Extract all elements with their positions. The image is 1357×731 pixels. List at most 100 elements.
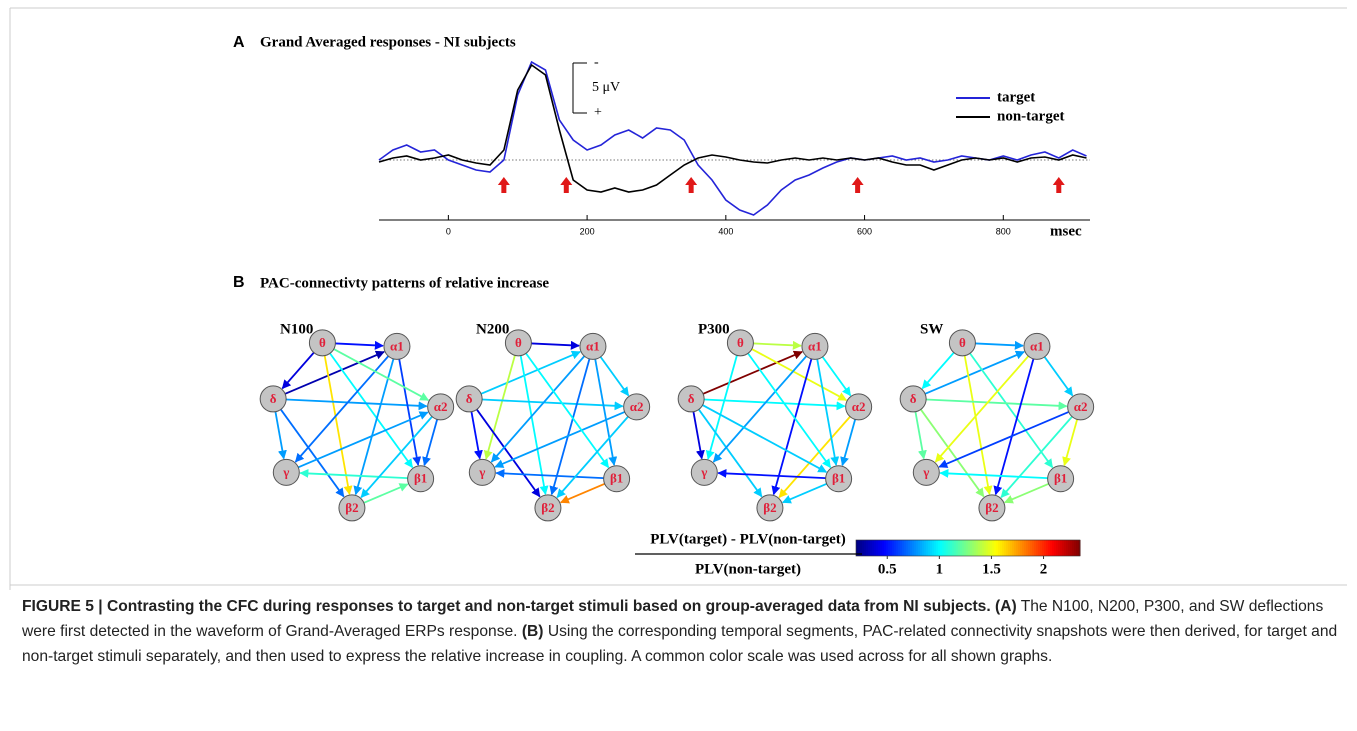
colorbar-cell [1018,540,1021,556]
colorbar-cell [1022,540,1025,556]
node-label: α2 [852,399,866,414]
connectivity-edge [281,352,315,390]
graph-node [603,465,631,493]
colorbar-cell [1008,540,1011,556]
graph-node [726,329,754,357]
graph-node [407,465,435,493]
colorbar-cell [960,540,963,556]
connectivity-edge [975,340,1024,350]
node-label: γ [282,464,289,479]
node-label: θ [959,335,966,350]
node-label: θ [319,335,326,350]
caption: FIGURE 5 | Contrasting the CFC during re… [22,594,1340,669]
graph-node [579,332,607,360]
colorbar-cell [880,540,883,556]
connectivity-edge [778,416,851,499]
connectivity-edge [286,398,428,411]
colorbar-cell [886,540,889,556]
colorbar-cell [1028,540,1031,556]
connectivity-edge [323,355,353,496]
colorbar-cell [998,540,1001,556]
node-label: β1 [414,471,427,486]
colorbar-cell [892,540,895,556]
connectivity-edge [422,419,439,467]
colorbar-cell [962,540,965,556]
colorbar-label-numerator: PLV(target) - PLV(non-target) [650,531,846,547]
connectivity-edge [333,348,430,401]
connectivity-edge [781,482,828,504]
x-tick-label: 600 [857,226,872,236]
event-arrow [1052,177,1065,193]
colorbar-cell [944,540,947,556]
connectivity-edge [1003,482,1050,504]
colorbar-cell [964,540,967,556]
node-label: β2 [345,500,358,515]
node-label: θ [737,335,744,350]
event-arrow [685,177,698,193]
node-label: α1 [808,338,822,353]
colorbar-cell [918,540,921,556]
graph-node [534,494,562,522]
colorbar-cell [878,540,881,556]
colorbar-cell [876,540,879,556]
colorbar-cell [1078,540,1081,556]
colorbar-cell [1054,540,1057,556]
graph-title: P300 [698,321,730,337]
connectivity-edge [353,358,395,496]
colorbar-cell [926,540,929,556]
colorbar-cell [1004,540,1007,556]
colorbar-cell [1070,540,1073,556]
colorbar-cell [936,540,939,556]
colorbar-cell [1002,540,1005,556]
colorbar-cell [938,540,941,556]
connectivity-edge [821,356,852,397]
connectivity-edge [698,408,763,498]
x-axis-label: msec [1050,223,1082,239]
graph-node [1047,465,1075,493]
colorbar-cell [1038,540,1041,556]
colorbar-cell [956,540,959,556]
graph-node [308,329,336,357]
colorbar-cell [984,540,987,556]
colorbar-cell [954,540,957,556]
colorbar-cell [928,540,931,556]
connectivity-edge [1000,416,1073,499]
colorbar-cell [1034,540,1037,556]
colorbar-cell [1052,540,1055,556]
graph-node [427,393,455,421]
colorbar-cell [900,540,903,556]
scale-bar-bottom-label: + [594,105,602,120]
colorbar-cell [902,540,905,556]
colorbar-cell [1012,540,1015,556]
connectivity-edge [284,350,385,395]
connectivity-edge [299,468,408,480]
colorbar-cell [1068,540,1071,556]
colorbar-cell [912,540,915,556]
connectivity-edge [294,355,390,463]
colorbar-cell [948,540,951,556]
colorbar-cell [922,540,925,556]
node-label: β2 [985,500,998,515]
connectivity-edge [747,352,832,469]
connectivity-edge [476,408,541,498]
graph-node [623,393,651,421]
connectivity-edge [1043,356,1074,397]
caption-bold: (B) [521,623,544,640]
colorbar-cell [904,540,907,556]
colorbar-cell [1074,540,1077,556]
node-label: α1 [1030,338,1044,353]
colorbar-cell [890,540,893,556]
connectivity-edge [494,411,626,468]
panel-label: A [233,34,245,51]
scale-bar-label: 5 μV [592,80,620,95]
graph-node [468,458,496,486]
colorbar-tick-label: 1 [936,561,944,577]
colorbar-cell [870,540,873,556]
connectivity-edge [914,411,927,460]
colorbar-cell [914,540,917,556]
colorbar-cell [896,540,899,556]
colorbar-cell [1044,540,1047,556]
connectivity-edge [495,468,604,480]
connectivity-edge [963,355,993,496]
colorbar-cell [974,540,977,556]
